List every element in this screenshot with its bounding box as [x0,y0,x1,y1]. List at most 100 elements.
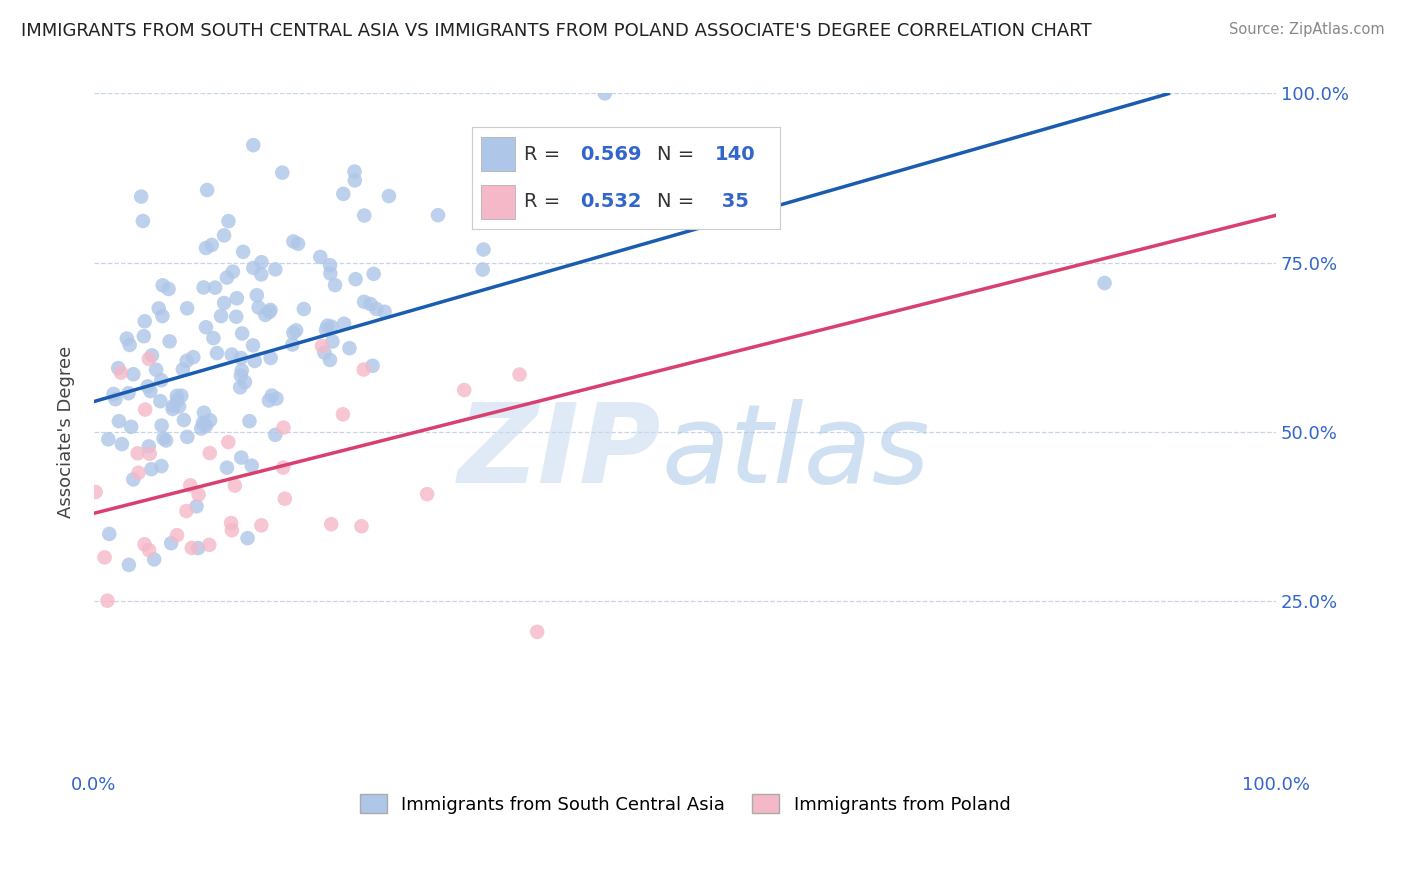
Point [132,329,155,343]
Point [155,434,177,448]
Point [217,435,239,450]
Point [162,399,184,413]
Point [319,258,342,272]
Point [193,280,215,294]
Point [136,379,159,393]
Point [260,388,283,402]
Point [107,361,129,376]
Point [122,472,145,486]
Point [145,362,167,376]
Point [266,392,288,406]
Point [201,238,224,252]
Point [323,278,346,293]
Point [221,347,243,361]
Point [217,214,239,228]
Point [115,332,138,346]
Point [176,354,198,368]
Point [319,352,342,367]
Point [314,345,336,359]
Point [242,138,264,153]
Point [152,278,174,293]
Point [361,359,384,373]
Point [273,420,295,434]
Point [179,478,201,492]
Point [176,504,198,518]
Point [162,402,184,417]
Point [332,407,354,421]
Point [209,309,232,323]
Point [593,87,616,101]
Point [471,262,494,277]
Point [225,310,247,324]
Point [204,280,226,294]
Point [250,268,273,282]
Point [181,350,204,364]
Point [195,320,218,334]
Point [150,373,173,387]
Point [104,392,127,407]
Point [416,487,439,501]
Point [236,531,259,545]
Point [360,297,382,311]
Text: Source: ZipAtlas.com: Source: ZipAtlas.com [1229,22,1385,37]
Point [187,541,209,555]
Point [231,326,253,341]
Point [96,593,118,607]
Point [319,267,342,281]
Point [166,528,188,542]
Point [138,447,160,461]
Point [353,362,375,376]
Point [271,166,294,180]
Point [111,437,134,451]
Point [287,236,309,251]
Point [343,173,366,187]
Point [122,368,145,382]
Point [195,183,218,197]
Point [229,351,252,365]
Legend: Immigrants from South Central Asia, Immigrants from Poland: Immigrants from South Central Asia, Immi… [350,785,1019,822]
Point [472,243,495,257]
Point [152,431,174,445]
Point [250,518,273,533]
Point [98,527,121,541]
Point [526,624,548,639]
Point [172,362,194,376]
Point [93,550,115,565]
Point [344,272,367,286]
Point [108,414,131,428]
Point [221,524,243,538]
Point [283,235,305,249]
Point [167,400,190,414]
Point [138,543,160,558]
Point [152,309,174,323]
Point [243,354,266,368]
Point [129,189,152,203]
Point [198,446,221,460]
Point [150,418,173,433]
Point [240,458,263,473]
Point [233,375,256,389]
Point [118,338,141,352]
Point [583,185,606,199]
Point [193,417,215,432]
Point [271,460,294,475]
Point [509,368,531,382]
Point [215,270,238,285]
Point [309,250,332,264]
Point [215,460,238,475]
Point [292,301,315,316]
Point [139,384,162,398]
Point [259,302,281,317]
Point [159,334,181,349]
Point [205,346,228,360]
Point [103,387,125,401]
Point [259,351,281,365]
Point [232,244,254,259]
Point [264,262,287,277]
Point [187,487,209,501]
Point [350,519,373,533]
Point [176,430,198,444]
Point [141,348,163,362]
Point [225,291,247,305]
Point [231,450,253,465]
